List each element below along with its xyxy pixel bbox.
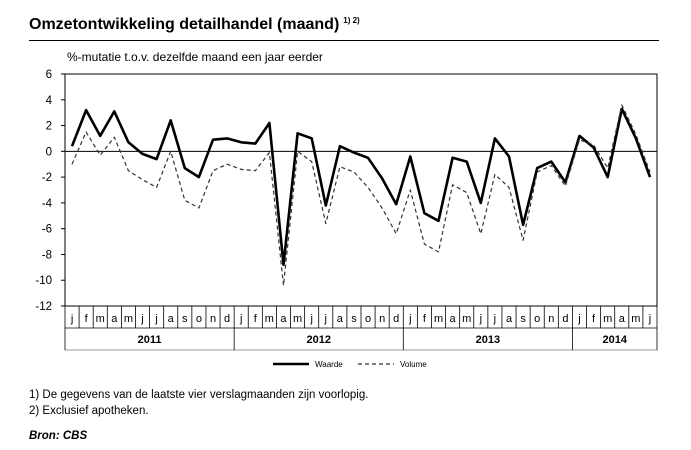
series-line-volume	[71, 104, 651, 286]
y-tick-label: 6	[46, 69, 52, 81]
x-tick-label: d	[562, 313, 568, 325]
footnotes: 1) De gegevens van de laatste vier versl…	[29, 387, 368, 419]
x-tick-label: s	[182, 313, 188, 325]
x-tick-label: m	[462, 313, 471, 325]
x-tick-label: n	[210, 313, 216, 325]
x-tick-label: m	[603, 313, 612, 325]
x-tick-label: m	[434, 313, 443, 325]
y-tick-label: 2	[46, 121, 52, 133]
chart-title-text: Omzetontwikkeling detailhandel (maand)	[29, 16, 340, 33]
x-tick-label: a	[280, 313, 287, 325]
x-tick-label: f	[423, 313, 427, 325]
x-tick-label: o	[365, 313, 371, 325]
x-tick-label: a	[450, 313, 457, 325]
footnote-2: 2) Exclusief apotheken.	[29, 405, 149, 417]
x-tick-label: d	[224, 313, 230, 325]
year-label: 2013	[476, 334, 500, 346]
x-tick-label: j	[493, 313, 496, 325]
title-rule	[29, 40, 659, 41]
x-tick-label: a	[506, 313, 513, 325]
x-tick-label: j	[154, 313, 157, 325]
x-tick-label: m	[631, 313, 640, 325]
x-tick-label: s	[520, 313, 526, 325]
title-footnote-refs: 1) 2)	[343, 16, 360, 25]
x-tick-label: f	[592, 313, 596, 325]
legend-label-waarde: Waarde	[315, 360, 343, 369]
x-tick-label: a	[619, 313, 626, 325]
legend-label-volume: Volume	[400, 360, 427, 369]
year-label: 2011	[138, 334, 162, 346]
x-tick-label: j	[648, 313, 651, 325]
x-tick-label: j	[408, 313, 411, 325]
chart-title: Omzetontwikkeling detailhandel (maand) 1)…	[29, 16, 360, 34]
y-tick-label: -6	[42, 224, 52, 236]
y-tick-label: -8	[42, 249, 52, 261]
x-tick-label: m	[124, 313, 133, 325]
series-line-waarde	[70, 107, 652, 267]
x-tick-label: n	[548, 313, 554, 325]
x-tick-label: s	[351, 313, 357, 325]
x-tick-label: n	[379, 313, 385, 325]
x-tick-label: a	[168, 313, 175, 325]
x-tick-label: j	[577, 313, 580, 325]
x-tick-label: j	[239, 313, 242, 325]
source-note: Bron: CBS	[29, 430, 88, 442]
year-label: 2012	[306, 334, 330, 346]
x-tick-label: m	[293, 313, 302, 325]
x-tick-label: j	[309, 313, 312, 325]
x-tick-label: m	[265, 313, 274, 325]
x-tick-label: f	[254, 313, 258, 325]
x-tick-label: j	[479, 313, 482, 325]
x-tick-label: f	[85, 313, 89, 325]
y-tick-label: -2	[42, 172, 52, 184]
x-tick-label: j	[70, 313, 73, 325]
x-tick-label: o	[534, 313, 540, 325]
footnote-1: 1) De gegevens van de laatste vier versl…	[29, 389, 369, 401]
y-tick-label: -4	[42, 198, 53, 210]
x-tick-label: j	[324, 313, 327, 325]
plot-frame	[64, 73, 658, 307]
y-tick-label: 0	[46, 146, 52, 158]
x-tick-label: a	[337, 313, 344, 325]
year-label: 2014	[602, 334, 627, 346]
x-tick-label: m	[96, 313, 105, 325]
y-axis-label: %-mutatie t.o.v. dezelfde maand een jaar…	[67, 50, 323, 64]
y-tick-label: 4	[46, 95, 53, 107]
y-tick-label: -10	[35, 275, 52, 287]
x-tick-label: o	[196, 313, 202, 325]
x-tick-label: d	[393, 313, 399, 325]
x-tick-label: a	[111, 313, 118, 325]
y-tick-label: -12	[35, 301, 52, 313]
x-tick-label: j	[140, 313, 143, 325]
